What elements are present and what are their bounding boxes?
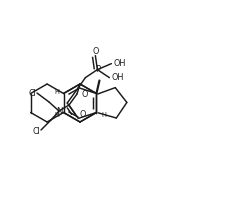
Text: Cl: Cl	[28, 89, 36, 97]
Text: H: H	[54, 111, 59, 117]
Text: Cl: Cl	[32, 127, 40, 135]
Text: P: P	[95, 65, 100, 74]
Text: OH: OH	[111, 73, 124, 82]
Text: N: N	[56, 107, 62, 115]
Text: O: O	[92, 47, 98, 56]
Text: H: H	[54, 89, 59, 94]
Text: O: O	[79, 109, 85, 118]
Text: O: O	[81, 89, 87, 98]
Text: H: H	[101, 111, 106, 117]
Text: OH: OH	[113, 59, 126, 68]
